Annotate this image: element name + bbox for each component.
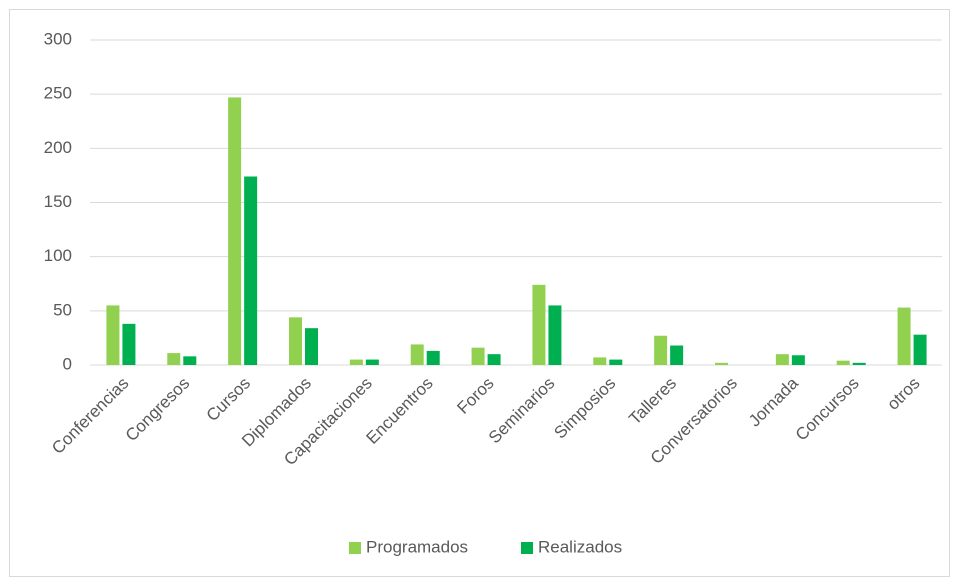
- legend-label: Realizados: [538, 537, 622, 556]
- bar: [548, 305, 562, 365]
- bar: [897, 307, 911, 365]
- chart-border: [9, 9, 950, 577]
- bar: [365, 359, 379, 365]
- bar: [471, 347, 485, 365]
- bar: [593, 357, 607, 365]
- bar: [913, 334, 927, 365]
- bar: [532, 284, 546, 365]
- bar: [609, 359, 623, 365]
- legend-label: Programados: [366, 537, 468, 556]
- bar: [852, 362, 866, 365]
- legend-swatch: [521, 542, 533, 554]
- bar: [426, 350, 440, 365]
- bar: [349, 359, 363, 365]
- bar: [791, 355, 805, 365]
- y-tick-label: 50: [53, 300, 72, 319]
- bar: [122, 323, 136, 365]
- bar: [487, 354, 501, 365]
- bar: [289, 317, 302, 365]
- y-tick-label: 150: [44, 192, 72, 211]
- y-tick-label: 100: [44, 246, 72, 265]
- bar: [167, 353, 181, 365]
- legend-swatch: [349, 542, 361, 554]
- y-tick-label: 0: [63, 354, 72, 373]
- bar: [775, 354, 789, 365]
- bar: [228, 97, 242, 366]
- bar: [836, 360, 850, 365]
- y-tick-label: 250: [44, 84, 72, 103]
- bar: [183, 356, 197, 365]
- bar: [305, 328, 318, 365]
- bar: [410, 344, 424, 365]
- bar: [106, 305, 120, 365]
- y-tick-label: 200: [44, 138, 72, 157]
- bar: [670, 345, 684, 365]
- bar: [715, 362, 728, 365]
- y-tick-label: 300: [44, 29, 72, 48]
- bar: [654, 335, 668, 365]
- bar: [244, 176, 258, 365]
